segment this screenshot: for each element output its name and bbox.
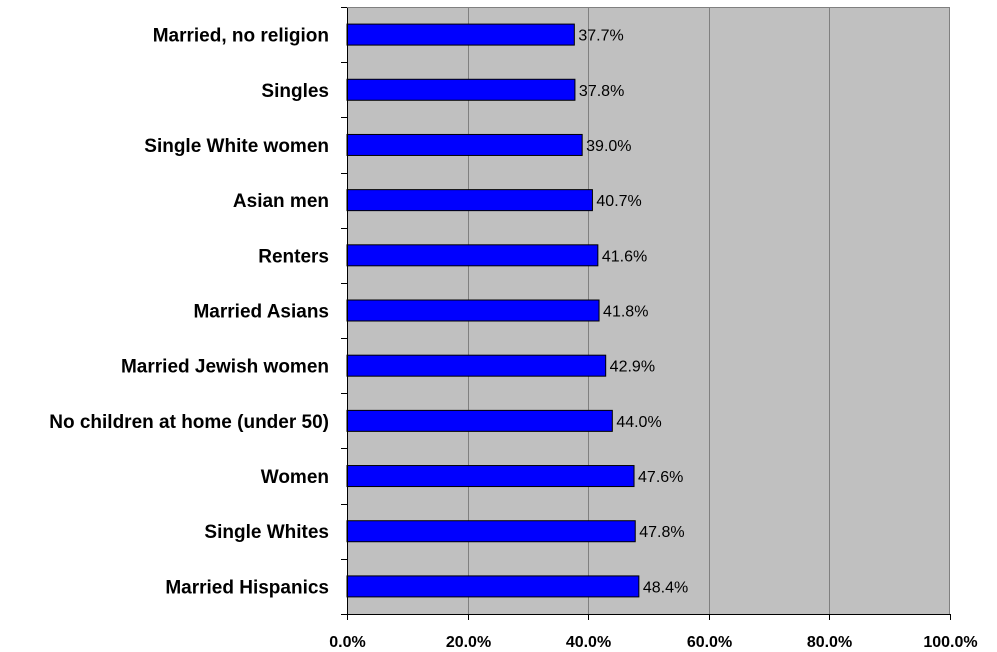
category-label: Single Whites: [204, 522, 329, 543]
category-label: No children at home (under 50): [49, 412, 329, 433]
category-label: Asian men: [233, 191, 329, 212]
data-label: 42.9%: [610, 359, 655, 376]
category-label: Married, no religion: [153, 26, 329, 47]
x-tick-label: 80.0%: [807, 634, 852, 651]
data-label: 47.6%: [638, 469, 683, 486]
bar: [346, 354, 607, 377]
data-label: 37.8%: [579, 83, 624, 100]
category-label: Women: [261, 467, 329, 488]
data-label: 48.4%: [643, 579, 688, 596]
category-label: Married Hispanics: [165, 577, 329, 598]
category-labels: Married, no religion Singles Single White …: [49, 26, 329, 599]
data-label: 41.6%: [602, 248, 647, 265]
axes: [341, 7, 951, 620]
bar: [346, 23, 575, 46]
data-label: 39.0%: [586, 138, 631, 155]
bar: [346, 575, 640, 598]
value-labels: 37.7% 37.8% 39.0% 40.7% 41.6% 41.8% 42.9% 44.0%…: [578, 28, 688, 597]
bars: [346, 23, 640, 598]
category-label: Singles: [261, 81, 329, 102]
data-label: 37.7%: [578, 28, 623, 45]
bar: [346, 299, 600, 322]
x-tick-label: 40.0%: [566, 634, 611, 651]
bar: [346, 244, 599, 267]
data-label: 47.8%: [639, 524, 684, 541]
bar: [346, 189, 593, 212]
category-label: Married Asians: [193, 302, 329, 323]
data-label: 41.8%: [603, 304, 648, 321]
bar: [346, 409, 613, 432]
data-label: 40.7%: [596, 193, 641, 210]
data-label: 44.0%: [616, 414, 661, 431]
x-tick-label: 60.0%: [687, 634, 732, 651]
category-label: Single White women: [144, 136, 329, 157]
x-tick-label: 100.0%: [923, 634, 977, 651]
x-tick-labels: 0.0% 20.0% 40.0% 60.0% 80.0% 100.0%: [329, 634, 977, 651]
category-label: Married Jewish women: [121, 357, 329, 378]
bar: [346, 465, 635, 488]
bar: [346, 78, 576, 101]
x-tick-label: 20.0%: [446, 634, 491, 651]
bar: [346, 520, 636, 543]
bar: [346, 133, 583, 156]
category-label: Renters: [258, 246, 329, 267]
x-tick-label: 0.0%: [329, 634, 365, 651]
